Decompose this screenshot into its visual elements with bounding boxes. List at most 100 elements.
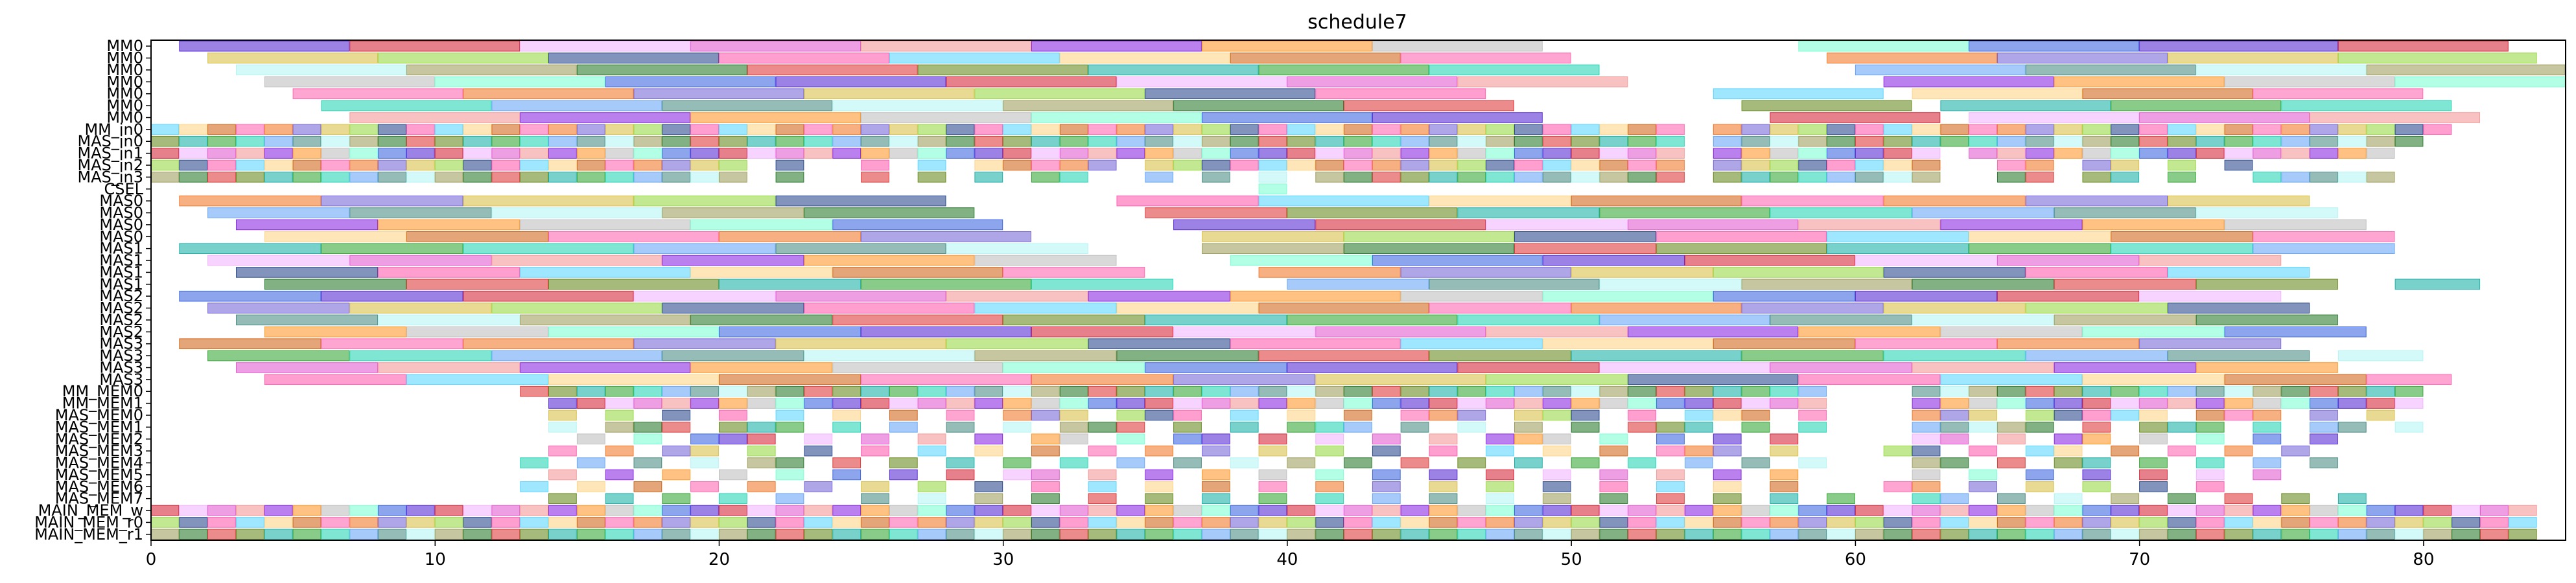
gantt-bar — [2310, 529, 2338, 540]
gantt-bar — [1486, 326, 1628, 337]
gantt-bar — [1514, 505, 1543, 516]
gantt-bar — [236, 517, 264, 528]
gantt-bar — [1003, 124, 1031, 135]
gantt-bar — [1230, 124, 1259, 135]
gantt-bar — [747, 445, 776, 457]
gantt-bar — [2281, 517, 2310, 528]
gantt-bar — [349, 159, 379, 171]
gantt-bar — [662, 422, 691, 433]
gantt-bar — [1344, 159, 1372, 171]
gantt-bar — [1116, 433, 1145, 445]
gantt-bar — [2111, 385, 2140, 397]
gantt-bar — [633, 172, 662, 183]
gantt-bar — [1457, 409, 1486, 421]
gantt-bar — [2310, 172, 2338, 183]
gantt-bar — [804, 517, 833, 528]
gantt-bar — [1912, 505, 1941, 516]
gantt-bar — [1088, 469, 1117, 481]
gantt-bar — [1372, 529, 1401, 540]
gantt-bar — [2082, 148, 2111, 159]
gantt-bar — [605, 159, 634, 171]
gantt-bar — [1571, 135, 1600, 147]
gantt-bar — [576, 505, 605, 516]
gantt-bar — [1969, 409, 1997, 421]
gantt-bar — [520, 385, 549, 397]
gantt-bar — [378, 159, 406, 171]
gantt-bar — [832, 457, 861, 468]
gantt-bar — [2139, 255, 2282, 266]
gantt-bar — [861, 493, 889, 505]
gantt-bar — [207, 135, 236, 147]
gantt-bar — [1486, 135, 1514, 147]
gantt-bar — [264, 172, 293, 183]
gantt-bar — [1173, 124, 1202, 135]
gantt-bar — [1685, 517, 1713, 528]
gantt-bar — [1003, 135, 1031, 147]
gantt-bar — [1230, 148, 1259, 159]
gantt-bar — [2082, 433, 2111, 445]
gantt-bar — [2281, 445, 2310, 457]
gantt-bar — [2195, 279, 2338, 290]
gantt-bar — [1798, 398, 1827, 409]
gantt-bar — [1713, 505, 1742, 516]
gantt-bar — [2195, 433, 2225, 445]
gantt-bar — [775, 422, 804, 433]
gantt-bar — [1997, 172, 2026, 183]
gantt-bar — [1258, 433, 1287, 445]
gantt-bar — [832, 148, 861, 159]
gantt-bar — [804, 88, 975, 99]
gantt-bar — [2082, 469, 2111, 481]
gantt-bar — [1116, 303, 1259, 314]
gantt-bar — [917, 505, 946, 516]
gantt-bar — [2082, 457, 2111, 468]
gantt-bar — [1173, 457, 1202, 468]
gantt-bar — [2253, 385, 2282, 397]
y-tick-label: MM_MEM0 — [62, 382, 143, 400]
gantt-bar — [690, 505, 719, 516]
gantt-bar — [1202, 124, 1230, 135]
gantt-bar — [1883, 159, 1912, 171]
gantt-bar — [1542, 409, 1571, 421]
gantt-bar — [719, 374, 861, 385]
gantt-bar — [1997, 457, 2026, 468]
gantt-bar — [747, 64, 918, 76]
gantt-bar — [321, 195, 463, 207]
gantt-bar — [1656, 135, 1685, 147]
gantt-bar — [719, 172, 747, 183]
gantt-bar — [1741, 124, 1770, 135]
gantt-bar — [264, 135, 293, 147]
gantt-bar — [1145, 445, 1174, 457]
gantt-bar — [576, 159, 605, 171]
gantt-bar — [1514, 517, 1543, 528]
gantt-bar — [1315, 517, 1344, 528]
gantt-bar — [349, 350, 492, 361]
gantt-bar — [406, 326, 549, 337]
gantt-bar — [378, 517, 406, 528]
gantt-bar — [1770, 517, 1799, 528]
gantt-bar — [1145, 398, 1174, 409]
gantt-bar — [520, 219, 691, 231]
gantt-bar — [775, 148, 804, 159]
gantt-bar — [1059, 148, 1088, 159]
gantt-bar — [804, 350, 975, 361]
gantt-bar — [2025, 469, 2054, 481]
gantt-bar — [1088, 159, 1117, 171]
gantt-bar — [747, 529, 776, 540]
y-tick-label: MM0 — [106, 73, 143, 91]
gantt-bar — [1798, 159, 1827, 171]
gantt-bar — [1628, 457, 1657, 468]
gantt-bar — [2111, 135, 2140, 147]
gantt-bar — [1202, 469, 1230, 481]
gantt-bar — [150, 124, 180, 135]
gantt-bar — [2168, 159, 2196, 171]
gantt-bar — [406, 135, 435, 147]
gantt-bar — [1514, 385, 1543, 397]
gantt-bar — [1656, 505, 1685, 516]
gantt-bar — [1798, 385, 1827, 397]
gantt-bar — [378, 219, 521, 231]
gantt-bar — [2082, 326, 2225, 337]
gantt-bar — [321, 517, 350, 528]
gantt-bar — [889, 505, 918, 516]
gantt-bar — [690, 517, 719, 528]
gantt-bar — [264, 505, 293, 516]
